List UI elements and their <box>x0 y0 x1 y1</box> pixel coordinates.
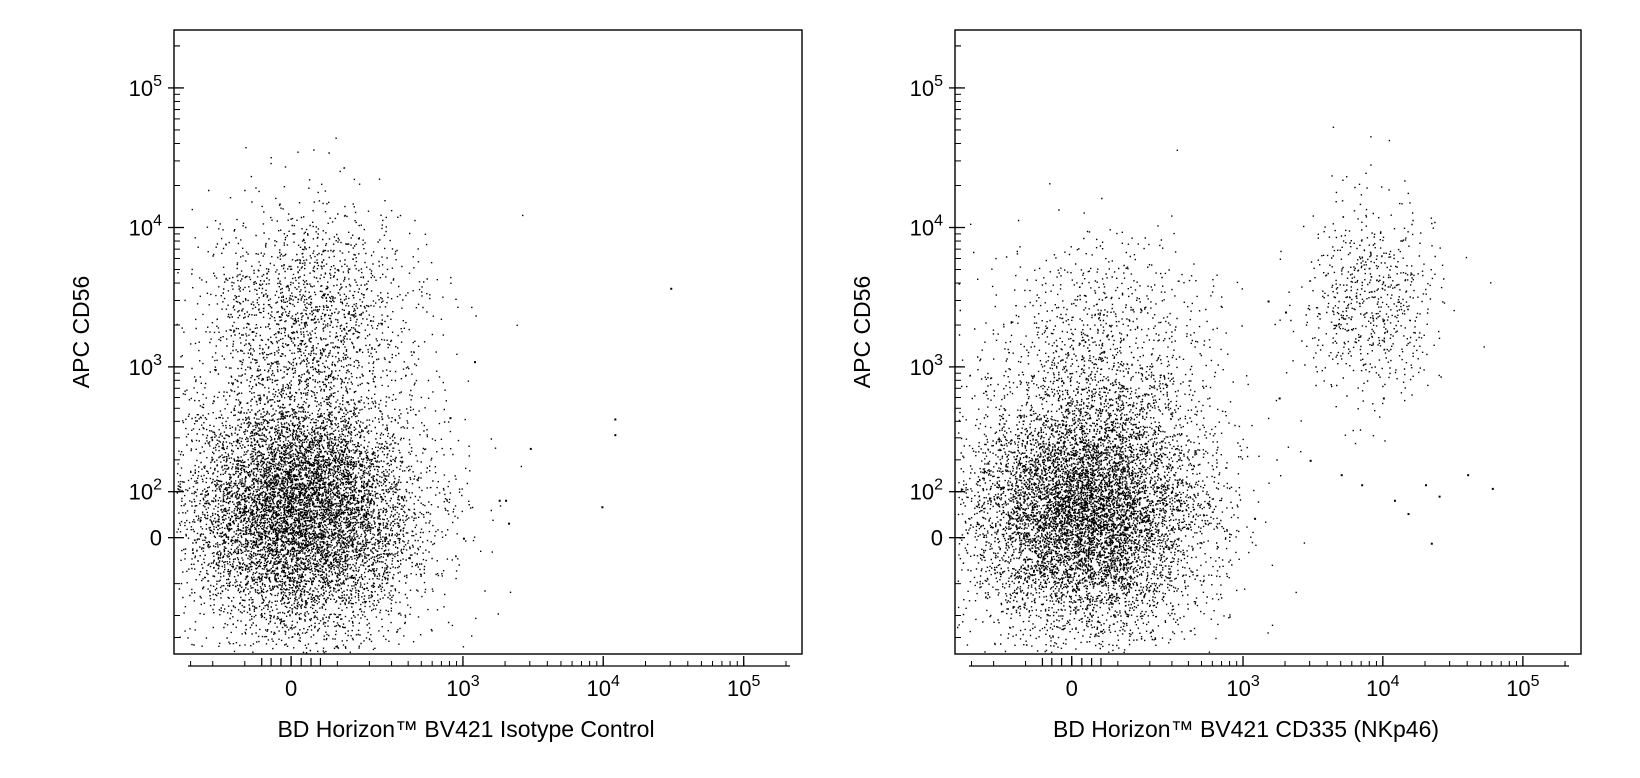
outlier-point <box>1393 499 1396 502</box>
y-tick-label: 104 <box>910 213 943 241</box>
plot-frame <box>954 29 1582 655</box>
outlier-point <box>1491 487 1494 490</box>
outlier-point <box>1309 459 1312 462</box>
x-tick-label: 0 <box>285 676 297 701</box>
y-tick-label: 104 <box>129 213 162 241</box>
outlier-point <box>670 287 673 290</box>
plot-frame <box>173 29 803 655</box>
outlier-point <box>614 434 617 437</box>
outlier-point <box>508 522 511 525</box>
y-tick-label: 0 <box>150 526 162 551</box>
outlier-point <box>505 499 508 502</box>
y-tick-label: 105 <box>129 73 162 101</box>
y-tick-label: 103 <box>910 352 943 380</box>
y-axis-label: APC CD56 <box>68 276 94 388</box>
x-tick-label: 105 <box>1506 673 1539 701</box>
x-axis-label: BD Horizon™ BV421 CD335 (NKp46) <box>1053 716 1439 742</box>
x-tick-label: 104 <box>1366 673 1399 701</box>
y-tick-label: 103 <box>129 352 162 380</box>
cluster-points <box>957 290 1306 653</box>
y-tick-label: 0 <box>931 526 943 551</box>
y-axis: 0 102 103 104 105 <box>910 45 965 639</box>
scatter-points <box>957 126 1494 653</box>
outlier-point <box>498 499 501 502</box>
outlier-point <box>614 418 617 421</box>
x-tick-label: 0 <box>1066 676 1078 701</box>
cluster-dots <box>176 274 523 654</box>
y-tick-label: 102 <box>129 477 162 505</box>
outlier-point <box>1267 300 1270 303</box>
outlier-point <box>474 361 477 364</box>
outlier-point <box>1438 495 1441 498</box>
scatter-points <box>176 137 673 654</box>
outlier-point <box>601 506 604 509</box>
x-axis: 0 103 104 105 <box>188 656 790 701</box>
outlier-point <box>1278 397 1281 400</box>
outlier-point <box>1254 517 1257 520</box>
x-tick-label: 105 <box>727 673 760 701</box>
y-axis: 0 102 103 104 105 <box>129 45 184 639</box>
y-axis-label: APC CD56 <box>849 276 875 388</box>
x-tick-label: 103 <box>446 673 479 701</box>
x-axis-label: BD Horizon™ BV421 Isotype Control <box>277 716 654 742</box>
x-axis: 0 103 104 105 <box>969 656 1569 701</box>
outlier-point <box>1285 311 1288 314</box>
x-tick-label: 103 <box>1226 673 1259 701</box>
outlier-point <box>1467 474 1470 477</box>
outlier-point <box>1407 513 1410 516</box>
outlier-point <box>449 417 452 420</box>
cluster-points <box>176 274 523 654</box>
outlier-point <box>462 537 465 540</box>
cluster-dots <box>957 290 1306 653</box>
y-tick-label: 105 <box>910 73 943 101</box>
outlier-point <box>1430 542 1433 545</box>
outlier-point <box>529 447 532 450</box>
outlier-point <box>1340 474 1343 477</box>
plot-panel-cd335: 0 103 104 105 BD Horizon™ BV421 CD335 (NKp46… <box>849 29 1582 742</box>
outlier-point <box>1382 397 1385 400</box>
y-tick-label: 102 <box>910 477 943 505</box>
outlier-point <box>1361 484 1364 487</box>
plot-panel-isotype-control: 0 103 104 105 BD Horizon™ BV421 Isotype Cont… <box>68 29 803 742</box>
outlier-point <box>1425 484 1428 487</box>
x-tick-label: 104 <box>587 673 620 701</box>
